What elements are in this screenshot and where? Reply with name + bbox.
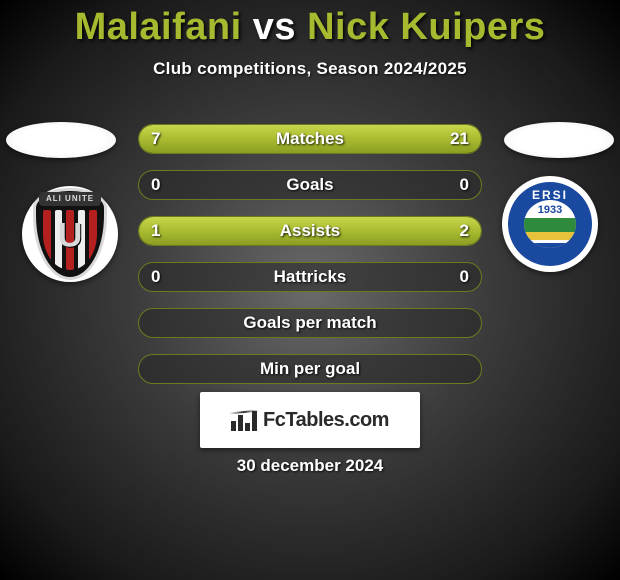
club-badge-right: ERSI 1933 xyxy=(502,176,598,272)
generated-date: 30 december 2024 xyxy=(0,456,620,476)
player2-name: Nick Kuipers xyxy=(307,6,545,48)
crest-top-text: ALI UNITE xyxy=(39,192,101,206)
persib-crest: ERSI 1933 xyxy=(504,178,596,270)
stats-panel: 721Matches 00Goals 12Assists 00Hattricks Goa… xyxy=(138,124,482,400)
title-vs: vs xyxy=(253,6,296,48)
stat-label: Min per goal xyxy=(139,355,481,383)
fctables-text: FcTables.com xyxy=(263,409,389,432)
subtitle: Club competitions, Season 2024/2025 xyxy=(0,59,620,79)
stat-row: Goals per match xyxy=(138,308,482,338)
fctables-logo: FcTables.com xyxy=(200,392,420,448)
player2-photo-placeholder xyxy=(504,122,614,158)
fctables-bars-icon xyxy=(231,409,257,431)
club-badge-left: ALI UNITE U xyxy=(22,186,118,282)
crest-year: 1933 xyxy=(524,204,576,216)
stat-label: Hattricks xyxy=(139,263,481,291)
bali-united-crest: ALI UNITE U xyxy=(33,188,107,280)
player1-photo-placeholder xyxy=(6,122,116,158)
stat-row: 00Hattricks xyxy=(138,262,482,292)
stat-label: Goals per match xyxy=(139,309,481,337)
comparison-title: Malaifani vs Nick Kuipers xyxy=(0,0,620,49)
stat-label: Matches xyxy=(139,125,481,153)
stat-row: 721Matches xyxy=(138,124,482,154)
stat-row: 12Assists xyxy=(138,216,482,246)
stat-label: Goals xyxy=(139,171,481,199)
stat-row: 00Goals xyxy=(138,170,482,200)
stat-row: Min per goal xyxy=(138,354,482,384)
player1-name: Malaifani xyxy=(75,6,242,48)
stat-label: Assists xyxy=(139,217,481,245)
